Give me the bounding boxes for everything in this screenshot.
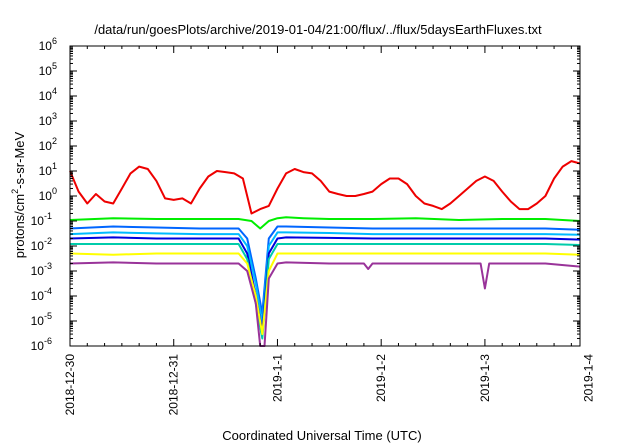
plot-frame	[69, 45, 581, 347]
y-axis-label: protons/cm2-s-sr-MeV	[10, 131, 27, 258]
y-axis-label-main: protons/cm	[12, 194, 27, 258]
x-tick-label: 2019-1-3	[478, 354, 492, 402]
x-tick-label: 2019-1-2	[374, 354, 388, 402]
y-axis-label-exp: 2	[10, 189, 20, 194]
series-line-6	[69, 252, 581, 336]
y-tick-mantissa: 10	[39, 164, 53, 178]
y-tick-label: 10-5	[31, 311, 52, 328]
x-tick-label: 2019-1-1	[270, 354, 284, 402]
y-tick-mantissa: 10	[31, 239, 45, 253]
y-tick-mantissa: 10	[31, 214, 45, 228]
y-tick-mantissa: 10	[31, 314, 45, 328]
y-tick-exponent: 5	[52, 61, 57, 71]
chart-title: /data/run/goesPlots/archive/2019-01-04/2…	[94, 22, 542, 37]
y-tick-exponent: -3	[44, 261, 52, 271]
y-tick-exponent: 1	[52, 161, 57, 171]
series-line-5	[70, 243, 581, 340]
series-line-4	[69, 236, 581, 332]
x-tick-label: 2018-12-31	[167, 354, 181, 416]
x-axis-ticks: 2018-12-30 2018-12-31 2019-1-1 2019-1-2 2019…	[63, 46, 596, 415]
series-line-2	[69, 225, 581, 315]
y-tick-mantissa: 10	[39, 189, 53, 203]
svg-text:protons/cm2-s-sr-MeV: protons/cm2-s-sr-MeV	[10, 131, 27, 258]
y-tick-label: 10-1	[31, 211, 52, 228]
y-tick-mantissa: 10	[39, 64, 53, 78]
x-tick-label: 2019-1-4	[582, 354, 596, 402]
series-line-0	[69, 160, 581, 215]
y-tick-exponent: 6	[52, 36, 57, 46]
y-tick-exponent: 4	[52, 86, 57, 96]
y-tick-label: 101	[39, 161, 57, 178]
y-tick-label: 10-6	[31, 336, 52, 353]
y-tick-exponent: 2	[52, 136, 57, 146]
y-tick-label: 100	[39, 186, 57, 203]
y-tick-exponent: -2	[44, 236, 52, 246]
series-line-1	[69, 216, 581, 230]
y-tick-label: 106	[39, 36, 57, 53]
y-tick-exponent: -6	[44, 336, 52, 346]
y-tick-exponent: -1	[44, 211, 52, 221]
y-tick-exponent: 0	[52, 186, 57, 196]
x-tick-label: 2018-12-30	[63, 354, 77, 416]
y-tick-label: 103	[39, 111, 57, 128]
y-tick-mantissa: 10	[39, 114, 53, 128]
series-line-7	[69, 261, 581, 347]
y-tick-mantissa: 10	[31, 289, 45, 303]
y-axis-label-rest: -s-sr-MeV	[12, 131, 27, 188]
y-tick-mantissa: 10	[31, 264, 45, 278]
y-tick-exponent: -4	[44, 286, 52, 296]
y-tick-label: 104	[39, 86, 57, 103]
y-tick-mantissa: 10	[31, 339, 45, 353]
y-tick-label: 102	[39, 136, 57, 153]
y-tick-mantissa: 10	[39, 139, 53, 153]
plot-lines	[69, 160, 581, 347]
y-tick-label: 10-3	[31, 261, 52, 278]
y-axis-ticks: 10-610-510-410-310-210-11001011021031041…	[31, 36, 580, 353]
y-tick-label: 105	[39, 61, 57, 78]
y-tick-exponent: 3	[52, 111, 57, 121]
x-axis-label: Coordinated Universal Time (UTC)	[222, 428, 421, 443]
y-tick-exponent: -5	[44, 311, 52, 321]
y-tick-label: 10-4	[31, 286, 52, 303]
y-tick-mantissa: 10	[39, 89, 53, 103]
y-tick-mantissa: 10	[39, 39, 53, 53]
y-tick-label: 10-2	[31, 236, 52, 253]
series-line-3	[69, 231, 581, 325]
